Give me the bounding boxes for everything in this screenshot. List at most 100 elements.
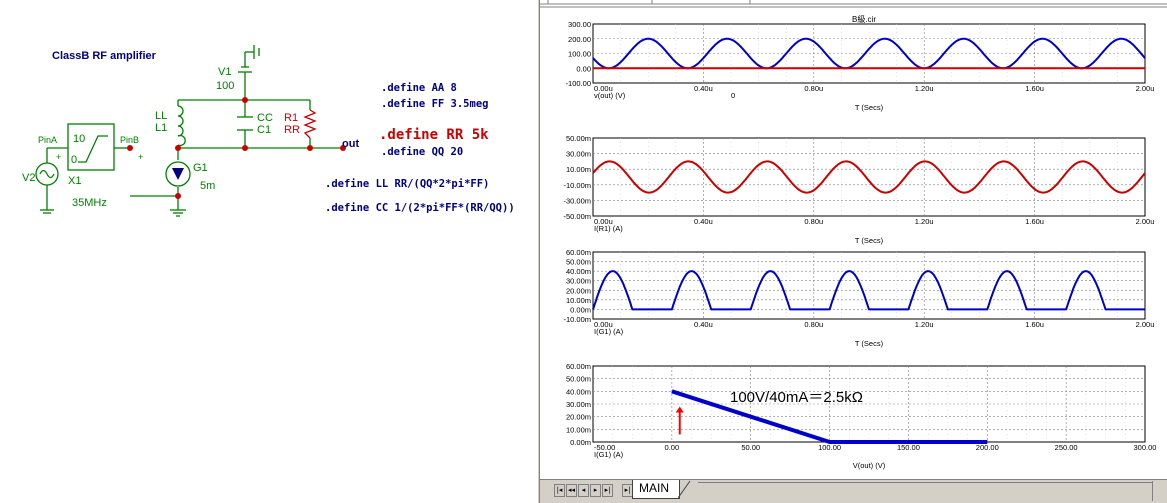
pina-label: PinA xyxy=(38,135,57,145)
cursor-value-label: 0 xyxy=(731,91,735,100)
voltage-source-v2-symbol[interactable] xyxy=(35,147,68,214)
cc-name: CC xyxy=(257,112,273,124)
y-tick-label: -100.00 xyxy=(566,79,591,88)
y-tick-label: 30.00m xyxy=(566,277,591,286)
out-label: out xyxy=(342,138,359,150)
x-tick-label: 0.40u xyxy=(694,84,713,93)
x-tick-label: 1.60u xyxy=(1025,84,1044,93)
x-tick-label: 250.00 xyxy=(1055,443,1078,452)
scroll-prev-page-icon: ◂◂ xyxy=(567,486,576,494)
block-top: 10 xyxy=(73,133,85,145)
series-line-1 xyxy=(671,389,988,444)
resistor-r1-symbol[interactable] xyxy=(303,109,317,139)
y-tick-label: 50.00m xyxy=(566,258,591,267)
y-tick-label: 50.00m xyxy=(566,134,591,143)
series-line-1 xyxy=(592,270,1146,311)
y-axis-label: I(R1) (A) xyxy=(594,224,623,233)
y-tick-label: 10.00m xyxy=(566,425,591,434)
scroll-first-button[interactable]: |◂ xyxy=(554,484,565,497)
define-cc[interactable]: .define CC 1/(2*pi*FF*(RR/QQ)) xyxy=(325,202,515,214)
scroll-last-button[interactable]: ▸| xyxy=(602,484,613,497)
plot-1[interactable]: 300.00 200.00 100.00 0.00 -100.000.00u 0.40u 0… xyxy=(566,20,1155,112)
r1-name: R1 xyxy=(284,112,298,124)
scroll-next-button[interactable]: ▸ xyxy=(590,484,601,497)
x-tick-label: -50.00 xyxy=(594,443,615,452)
tab-edge xyxy=(678,480,691,499)
schematic-canvas[interactable]: ClassB RF amplifier V1 100 xyxy=(0,0,537,503)
x-axis-label: T (Secs) xyxy=(855,236,884,245)
tab-main[interactable]: MAIN xyxy=(632,480,680,499)
define-aa[interactable]: .define AA 8 xyxy=(381,82,457,94)
out-node[interactable] xyxy=(340,145,346,151)
x1-name: X1 xyxy=(68,175,81,187)
loadline-annotation: 100V/40mA＝2.5kΩ xyxy=(730,389,863,406)
plot-4[interactable]: 60.00m 50.00m 40.00m 30.00m 20.00m 10.00m 0.00… xyxy=(566,362,1157,470)
x-axis-label: V(out) (V) xyxy=(853,461,886,470)
junction-dots xyxy=(175,97,313,199)
y-tick-label: 40.00m xyxy=(566,267,591,276)
inductor-l1-symbol[interactable] xyxy=(177,105,186,147)
x-tick-label: 200.00 xyxy=(976,443,999,452)
x-tick-label: 1.20u xyxy=(915,84,934,93)
y-tick-label: 0.00 xyxy=(576,64,591,73)
define-ff[interactable]: .define FF 3.5meg xyxy=(381,98,488,110)
y-tick-label: 50.00m xyxy=(566,375,591,384)
y-tick-label: 40.00m xyxy=(566,387,591,396)
scroll-left-icon: ▸| xyxy=(624,486,631,494)
plot-window[interactable]: B級.cir 300.00200.00100.000.00-100.000.00… xyxy=(540,0,1167,479)
y-tick-label: 30.00m xyxy=(566,150,591,159)
y-tick-label: 30.00m xyxy=(566,400,591,409)
y-tick-label: 200.00 xyxy=(568,35,591,44)
current-source-g1-symbol[interactable] xyxy=(165,161,191,187)
x-tick-label: 300.00 xyxy=(1134,443,1157,452)
x-tick-label: 0.80u xyxy=(804,217,823,226)
plot-2[interactable]: 50.00m30.00m10.00m-10.00m-30.00m-50.00m0… xyxy=(563,134,1154,245)
y-tick-label: 60.00m xyxy=(566,248,591,257)
scroll-prev-button[interactable]: ◂ xyxy=(578,484,589,497)
tab-main-label: MAIN xyxy=(639,481,669,495)
capacitor-c1-symbol[interactable] xyxy=(237,116,253,131)
red-arrow-head xyxy=(675,406,684,413)
y-axis-label: I(G1) (A) xyxy=(594,327,624,336)
x-tick-label: 0.00u xyxy=(594,320,613,329)
y-tick-label: -10.00m xyxy=(563,181,591,190)
y-tick-label: 60.00m xyxy=(566,362,591,371)
y-axis-label: I(G1) (A) xyxy=(594,450,624,459)
x-tick-label: 0.80u xyxy=(804,84,823,93)
y-tick-label: 10.00m xyxy=(566,165,591,174)
v2-plus: + xyxy=(56,152,61,162)
g1-value: 5m xyxy=(200,180,215,192)
plot-pane: B級.cir 300.00 200.00 100.00 0.00 -100.00 0.00… xyxy=(540,0,1167,503)
define-rr[interactable]: .define RR 5k xyxy=(379,127,489,143)
plot-3[interactable]: 60.00m50.00m40.00m30.00m20.00m10.00m0.00… xyxy=(563,248,1154,348)
x-tick-label: 0.00u xyxy=(594,84,613,93)
y-tick-label: -10.00m xyxy=(563,315,591,324)
battery-v1-symbol[interactable] xyxy=(238,45,260,98)
v2-name: V2 xyxy=(22,172,35,184)
x-tick-label: 150.00 xyxy=(897,443,920,452)
x-tick-label: 1.20u xyxy=(915,320,934,329)
block-bottom: 0 xyxy=(71,154,77,166)
x-tick-label: 1.20u xyxy=(915,217,934,226)
x-tick-label: 0.40u xyxy=(694,217,713,226)
define-ll[interactable]: .define LL RR/(QQ*2*pi*FF) xyxy=(325,178,489,190)
y-tick-label: 100.00 xyxy=(568,50,591,59)
y-tick-label: 20.00m xyxy=(566,286,591,295)
ll-name: LL xyxy=(155,110,167,122)
x-axis-label: T (Secs) xyxy=(855,103,884,112)
pinb-plus: + xyxy=(138,152,143,162)
x-tick-label: 100.00 xyxy=(818,443,841,452)
horizontal-scrollbar-end[interactable] xyxy=(1152,481,1167,501)
splitter[interactable] xyxy=(537,0,540,503)
plot-window-title: B級.cir xyxy=(852,14,876,24)
y-tick-label: -50.00m xyxy=(563,212,591,221)
x-tick-label: 50.00 xyxy=(741,443,760,452)
scroll-prev-page-button[interactable]: ◂◂ xyxy=(566,484,577,497)
schematic-title: ClassB RF amplifier xyxy=(52,50,157,62)
pinb-label: PinB xyxy=(120,135,139,145)
series-line-1 xyxy=(592,160,1146,194)
define-qq[interactable]: .define QQ 20 xyxy=(381,146,463,158)
rr-name: RR xyxy=(284,124,300,136)
x1-block-symbol[interactable] xyxy=(67,123,130,171)
v1-value: 100 xyxy=(216,80,234,92)
